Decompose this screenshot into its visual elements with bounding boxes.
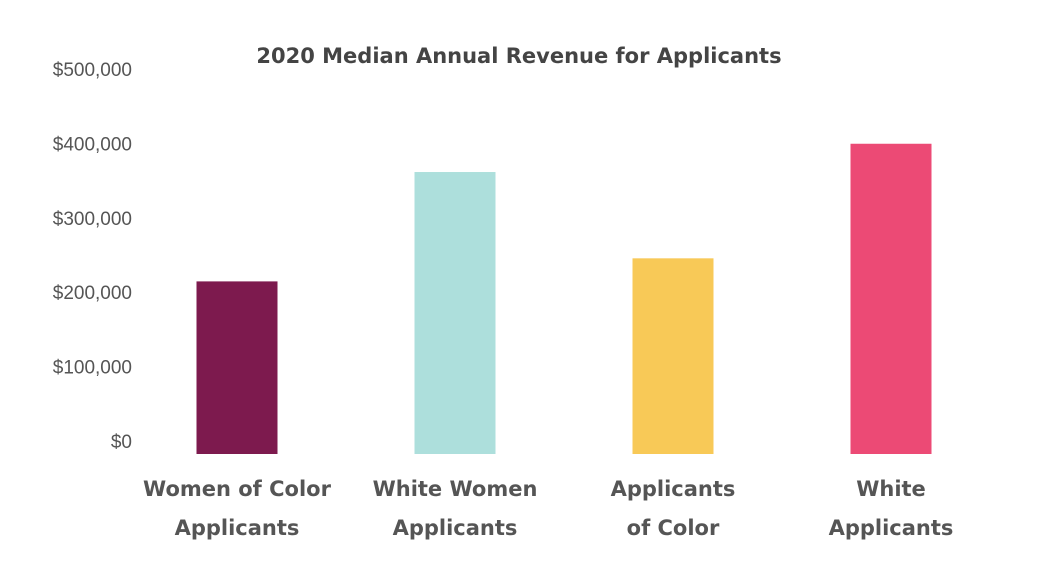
y-tick-label: $400,000 [53,134,132,155]
bar [850,143,932,454]
x-axis: Women of Color Applicants White Women Appli… [143,477,953,540]
x-tick-label: Applicants [611,477,736,501]
x-tick-label: White [856,477,926,501]
y-tick-label: $200,000 [53,283,132,304]
bar [196,281,278,454]
bar [414,172,496,455]
y-tick-label: $300,000 [53,209,132,230]
chart-title: 2020 Median Annual Revenue for Applicant… [256,44,781,68]
x-tick-label: Applicants [829,516,954,540]
y-tick-label: $500,000 [53,60,132,81]
x-tick-label: Women of Color [143,477,332,501]
x-tick-label: White Women [373,477,538,501]
y-tick-label: $0 [111,432,132,453]
y-axis: $0 $100,000 $200,000 $300,000 $400,000 $500,0… [53,60,132,453]
x-tick-label: Applicants [393,516,518,540]
bars [196,143,932,455]
y-tick-label: $100,000 [53,358,132,379]
x-tick-label: Applicants [175,516,300,540]
bar [632,258,714,454]
x-tick-label: of Color [627,516,720,540]
